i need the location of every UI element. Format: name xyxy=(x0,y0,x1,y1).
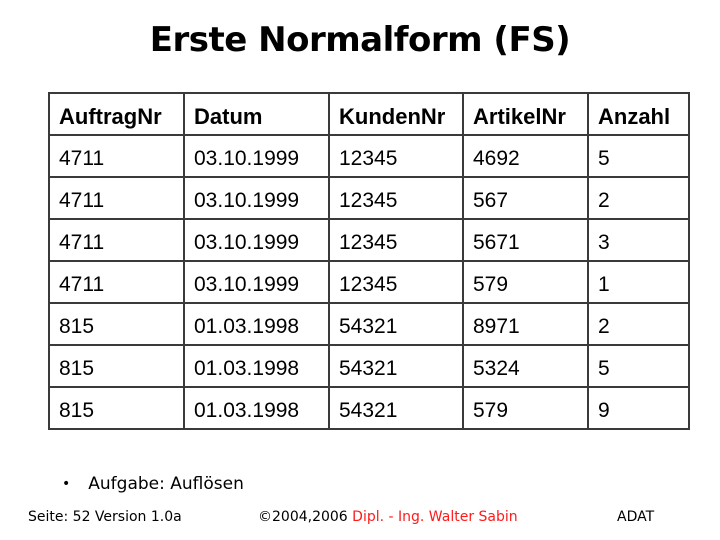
table-cell: 579 xyxy=(462,386,589,430)
table-cell: 2 xyxy=(587,176,690,220)
column-header-anzahl: Anzahl xyxy=(587,92,690,136)
table-cell: 9 xyxy=(587,386,690,430)
table-cell: 815 xyxy=(48,344,185,388)
copyright-text: ©2004,2006 xyxy=(258,509,348,525)
table-cell: 4711 xyxy=(48,134,185,178)
column-header-artikelnr: ArtikelNr xyxy=(462,92,589,136)
table-cell: 5324 xyxy=(462,344,589,388)
table-cell: 4711 xyxy=(48,176,185,220)
table-cell: 815 xyxy=(48,386,185,430)
copyright-line: ©2004,2006 Dipl. - Ing. Walter Sabin xyxy=(258,509,518,525)
table-cell: 5671 xyxy=(462,218,589,262)
bullet-icon: • xyxy=(62,476,71,492)
task-bullet-text: Aufgabe: Auflösen xyxy=(88,474,244,494)
task-bullet: • Aufgabe: Auflösen xyxy=(62,474,244,494)
table-cell: 5 xyxy=(587,134,690,178)
table-cell: 03.10.1999 xyxy=(183,218,330,262)
page-title: Erste Normalform (FS) xyxy=(149,20,571,60)
table-cell: 03.10.1999 xyxy=(183,134,330,178)
author-name: Dipl. - Ing. Walter Sabin xyxy=(352,509,518,525)
column-header-auftragnr: AuftragNr xyxy=(48,92,185,136)
table-cell: 54321 xyxy=(328,344,464,388)
table-cell: 01.03.1998 xyxy=(183,344,330,388)
column-header-datum: Datum xyxy=(183,92,330,136)
table-header-row: AuftragNr Datum KundenNr ArtikelNr Anzah… xyxy=(48,92,690,136)
orders-table: AuftragNr Datum KundenNr ArtikelNr Anzah… xyxy=(48,92,690,430)
table-cell: 54321 xyxy=(328,302,464,346)
table-cell: 1 xyxy=(587,260,690,304)
table-row: 4711 03.10.1999 12345 567 2 xyxy=(48,176,690,220)
table-cell: 01.03.1998 xyxy=(183,302,330,346)
page-version-info: Seite: 52 Version 1.0a xyxy=(28,509,182,525)
table-cell: 01.03.1998 xyxy=(183,386,330,430)
table-row: 815 01.03.1998 54321 579 9 xyxy=(48,386,690,430)
table-row: 4711 03.10.1999 12345 579 1 xyxy=(48,260,690,304)
table-cell: 4711 xyxy=(48,260,185,304)
course-name: ADAT xyxy=(617,509,655,525)
table-cell: 567 xyxy=(462,176,589,220)
column-header-kundennr: KundenNr xyxy=(328,92,464,136)
table-cell: 4692 xyxy=(462,134,589,178)
table-cell: 579 xyxy=(462,260,589,304)
table-cell: 12345 xyxy=(328,218,464,262)
table-cell: 12345 xyxy=(328,176,464,220)
table-cell: 3 xyxy=(587,218,690,262)
table-cell: 5 xyxy=(587,344,690,388)
table-cell: 8971 xyxy=(462,302,589,346)
table-cell: 54321 xyxy=(328,386,464,430)
table-row: 815 01.03.1998 54321 5324 5 xyxy=(48,344,690,388)
slide-footer: Seite: 52 Version 1.0a ©2004,2006 Dipl. … xyxy=(0,509,720,533)
table-cell: 4711 xyxy=(48,218,185,262)
table-cell: 2 xyxy=(587,302,690,346)
table-cell: 03.10.1999 xyxy=(183,176,330,220)
table-row: 815 01.03.1998 54321 8971 2 xyxy=(48,302,690,346)
table-cell: 03.10.1999 xyxy=(183,260,330,304)
table-cell: 12345 xyxy=(328,260,464,304)
table-row: 4711 03.10.1999 12345 4692 5 xyxy=(48,134,690,178)
table-cell: 12345 xyxy=(328,134,464,178)
table-cell: 815 xyxy=(48,302,185,346)
table-row: 4711 03.10.1999 12345 5671 3 xyxy=(48,218,690,262)
